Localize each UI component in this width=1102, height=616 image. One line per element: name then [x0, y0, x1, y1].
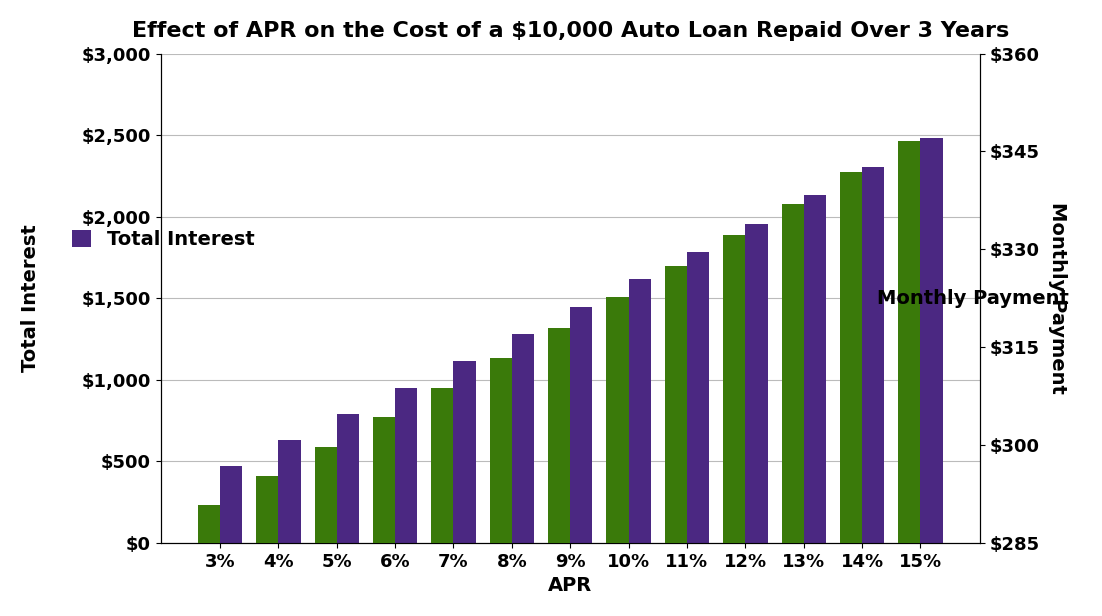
- Bar: [628, 279, 651, 543]
- X-axis label: APR: APR: [548, 576, 593, 595]
- Bar: [723, 235, 745, 616]
- Bar: [220, 466, 242, 543]
- Bar: [431, 388, 454, 616]
- Bar: [372, 418, 396, 616]
- Bar: [314, 447, 337, 616]
- Bar: [279, 440, 301, 543]
- Bar: [454, 361, 476, 543]
- Bar: [606, 297, 628, 616]
- Bar: [687, 251, 710, 543]
- Bar: [548, 328, 570, 616]
- Bar: [781, 204, 803, 616]
- Legend: Monthly Payment: Monthly Payment: [834, 281, 1077, 315]
- Y-axis label: Monthly Payment: Monthly Payment: [1048, 202, 1068, 394]
- Bar: [898, 140, 920, 616]
- Bar: [337, 414, 359, 543]
- Bar: [396, 387, 418, 543]
- Title: Effect of APR on the Cost of a $10,000 Auto Loan Repaid Over 3 Years: Effect of APR on the Cost of a $10,000 A…: [131, 21, 1008, 41]
- Bar: [840, 172, 862, 616]
- Bar: [803, 195, 825, 543]
- Bar: [745, 224, 767, 543]
- Legend: Total Interest: Total Interest: [64, 222, 262, 257]
- Bar: [489, 358, 511, 616]
- Y-axis label: Total Interest: Total Interest: [21, 224, 40, 372]
- Bar: [511, 334, 534, 543]
- Bar: [665, 266, 687, 616]
- Bar: [198, 505, 220, 616]
- Bar: [862, 167, 884, 543]
- Bar: [570, 307, 593, 543]
- Bar: [920, 139, 942, 543]
- Bar: [256, 476, 279, 616]
